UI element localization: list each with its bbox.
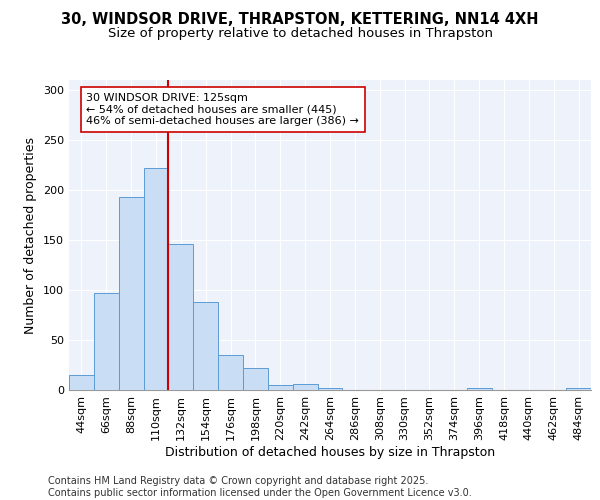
Bar (317, 388, 343, 390)
Bar (243, 368, 268, 390)
Y-axis label: Number of detached properties: Number of detached properties (25, 136, 37, 334)
Bar (143, 168, 169, 390)
X-axis label: Distribution of detached houses by size in Thrapston: Distribution of detached houses by size … (165, 446, 495, 458)
Text: 30, WINDSOR DRIVE, THRAPSTON, KETTERING, NN14 4XH: 30, WINDSOR DRIVE, THRAPSTON, KETTERING,… (61, 12, 539, 28)
Bar (293, 384, 317, 390)
Bar (94, 293, 119, 390)
Bar (69, 375, 94, 390)
Bar (566, 388, 591, 390)
Bar (268, 385, 293, 390)
Bar (119, 197, 143, 390)
Bar (193, 302, 218, 390)
Bar (218, 355, 243, 390)
Text: Size of property relative to detached houses in Thrapston: Size of property relative to detached ho… (107, 28, 493, 40)
Bar (467, 388, 491, 390)
Text: 30 WINDSOR DRIVE: 125sqm
← 54% of detached houses are smaller (445)
46% of semi-: 30 WINDSOR DRIVE: 125sqm ← 54% of detach… (86, 93, 359, 126)
Text: Contains HM Land Registry data © Crown copyright and database right 2025.
Contai: Contains HM Land Registry data © Crown c… (48, 476, 472, 498)
Bar (169, 244, 193, 390)
